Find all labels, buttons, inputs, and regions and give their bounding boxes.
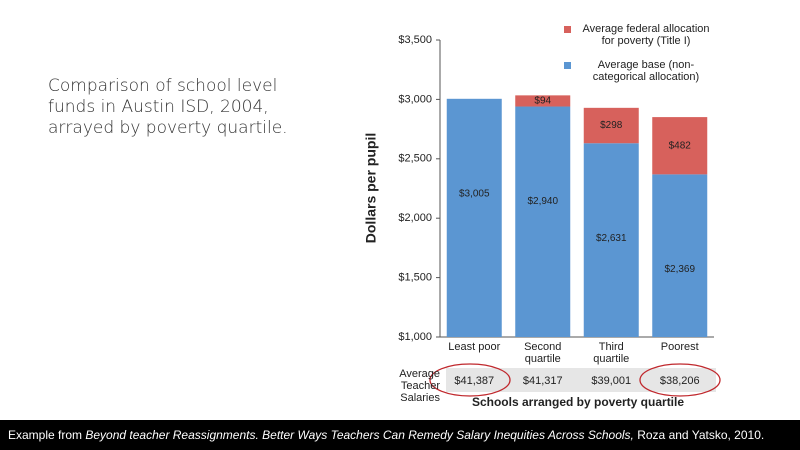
- y-tick-label: $2,000: [398, 212, 432, 224]
- salary-value: $41,387: [454, 375, 494, 387]
- footer-suffix: Roza and Yatsko, 2010.: [637, 428, 765, 442]
- highlight-ellipse: [639, 363, 721, 397]
- x-axis-label: Schools arranged by poverty quartile: [472, 395, 684, 409]
- y-axis-label: Dollars per pupil: [363, 133, 379, 243]
- x-tick-label: Least poor: [448, 341, 501, 353]
- bar-segment: [446, 98, 502, 337]
- legend-label: Average base (non-categorical allocation…: [592, 59, 700, 83]
- intro-text: Comparison of school level funds in Aust…: [48, 76, 288, 138]
- salary-value: $41,317: [523, 375, 563, 387]
- legend-label: Average federal allocation for poverty (…: [582, 23, 710, 47]
- y-tick-label: $1,500: [398, 272, 432, 284]
- y-tick-label: $2,500: [398, 153, 432, 165]
- value-label: $2,631: [596, 233, 627, 244]
- x-tick-label: Second quartile: [524, 341, 562, 365]
- chart: Dollars per pupil Schools arranged by po…: [363, 26, 721, 409]
- bar-segment: [583, 143, 639, 337]
- value-label: $94: [534, 96, 551, 107]
- highlight-ellipse: [429, 363, 511, 397]
- footer: Example from Beyond teacher Reassignment…: [0, 420, 800, 450]
- bar-segment: [583, 107, 639, 144]
- x-tick-label: Poorest: [660, 341, 699, 353]
- value-label: $298: [600, 120, 623, 131]
- y-tick-label: $1,000: [398, 331, 432, 343]
- footer-prefix: Example from: [8, 428, 83, 442]
- value-label: $482: [669, 140, 692, 151]
- bar-segment: [515, 106, 571, 337]
- value-label: $2,369: [664, 264, 695, 275]
- value-label: $3,005: [459, 188, 490, 199]
- bar-segment: [652, 174, 708, 337]
- x-tick-label: Third quartile: [593, 341, 630, 365]
- salary-row-label: Average Teacher Salaries: [399, 368, 440, 404]
- y-tick-label: $3,000: [398, 93, 432, 105]
- y-tick-label: $3,500: [398, 34, 432, 46]
- bar-segment: [652, 117, 708, 175]
- footer-title: Beyond teacher Reassignments. Better Way…: [85, 428, 634, 442]
- legend-swatch: [564, 26, 571, 33]
- salary-value: $39,001: [591, 375, 631, 387]
- legend-swatch: [564, 62, 571, 69]
- bar-segment: [515, 95, 571, 107]
- salary-band: [446, 368, 716, 392]
- value-label: $2,940: [527, 196, 558, 207]
- salary-value: $38,206: [660, 375, 700, 387]
